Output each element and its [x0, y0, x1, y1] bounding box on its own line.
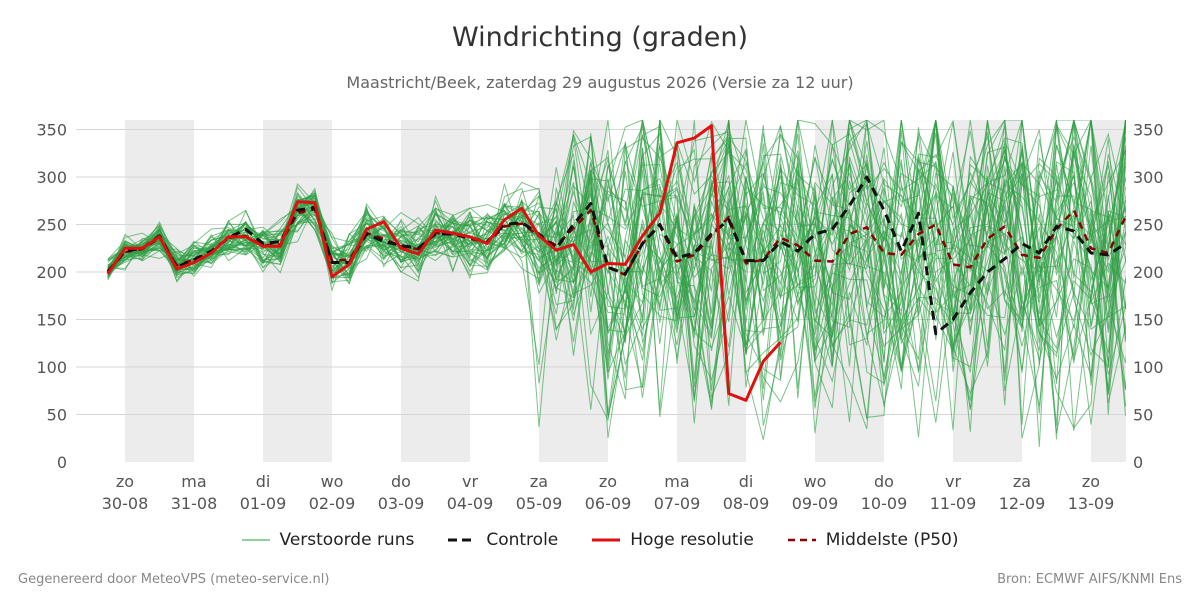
y-tick-label-left: 0 — [57, 453, 67, 472]
x-tick-date: 07-09 — [654, 494, 701, 513]
legend-label-hires: Hoge resolutie — [630, 530, 754, 550]
y-tick-label-right: 150 — [1133, 311, 1164, 330]
x-tick-day: di — [739, 472, 754, 491]
y-tick-label-right: 300 — [1133, 168, 1164, 187]
hires-line — [106, 124, 782, 402]
chart-title: Windrichting (graden) — [451, 22, 749, 53]
legend-swatch-median — [787, 538, 816, 542]
x-tick-date: 10-09 — [861, 494, 908, 513]
median-line — [106, 208, 1126, 277]
y-tick-label-left: 250 — [36, 216, 67, 235]
x-tick-day: do — [874, 472, 894, 491]
shaded-day-band — [125, 120, 194, 462]
footer-generator: Gegenereerd door MeteoVPS (meteo-service… — [18, 572, 330, 587]
legend-label-ensemble: Verstoorde runs — [279, 530, 415, 550]
y-tick-label-left: 100 — [36, 358, 67, 377]
x-tick-day: ma — [181, 472, 206, 491]
x-tick-date: 02-09 — [309, 494, 356, 513]
ensemble-run-line — [107, 120, 1126, 407]
x-tick-date: 31-08 — [171, 494, 218, 513]
legend-item-control[interactable]: Controle — [448, 530, 558, 550]
x-tick-day: zo — [1082, 472, 1100, 491]
legend-swatch-control — [448, 538, 477, 542]
ensemble-run-line — [107, 124, 1126, 407]
y-tick-label-right: 0 — [1133, 453, 1143, 472]
ensemble-run-line — [107, 120, 1126, 379]
y-tick-label-left: 200 — [36, 263, 67, 282]
y-tick-label-right: 250 — [1133, 216, 1164, 235]
ensemble-run-line — [107, 120, 1126, 403]
legend-label-median: Middelste (P50) — [825, 530, 959, 550]
shaded-day-band — [401, 120, 470, 462]
x-tick-date: 12-09 — [999, 494, 1046, 513]
legend: Verstoorde runs Controle Hoge resolutie … — [0, 530, 1200, 550]
ensemble-run-line — [107, 120, 1126, 411]
y-tick-label-right: 100 — [1133, 358, 1164, 377]
x-tick-date: 13-09 — [1068, 494, 1115, 513]
y-tick-label-left: 300 — [36, 168, 67, 187]
ensemble-run-line — [107, 120, 1126, 379]
shaded-day-band — [263, 120, 332, 462]
x-tick-day: di — [256, 472, 271, 491]
x-tick-day: ma — [664, 472, 689, 491]
y-tick-label-left: 350 — [36, 121, 67, 140]
ensemble-run-line — [107, 120, 1126, 384]
y-tick-label-right: 200 — [1133, 263, 1164, 282]
x-tick-day: wo — [804, 472, 827, 491]
ensemble-run-line — [107, 129, 1126, 401]
x-tick-day: za — [1013, 472, 1031, 491]
ensemble-run-line — [107, 120, 1126, 418]
x-tick-date: 05-09 — [516, 494, 563, 513]
legend-item-ensemble[interactable]: Verstoorde runs — [241, 530, 415, 550]
x-tick-date: 11-09 — [930, 494, 977, 513]
ensemble-run-line — [107, 120, 1126, 425]
legend-label-control: Controle — [486, 530, 559, 550]
y-tick-label-right: 350 — [1133, 121, 1164, 140]
ensemble-run-line — [107, 140, 1126, 367]
ensemble-run-line — [107, 120, 1126, 408]
control-line — [106, 175, 1126, 336]
x-tick-date: 04-09 — [447, 494, 494, 513]
ensemble-run-line — [107, 120, 1126, 379]
x-tick-day: wo — [321, 472, 344, 491]
footer-source: Bron: ECMWF AIFS/KNMI Ens — [997, 572, 1182, 587]
x-tick-day: zo — [599, 472, 617, 491]
x-tick-day: vr — [945, 472, 961, 491]
x-tick-date: 30-08 — [102, 494, 149, 513]
y-tick-label-left: 50 — [47, 406, 67, 425]
legend-swatch-ensemble — [241, 539, 270, 541]
x-tick-date: 03-09 — [378, 494, 425, 513]
x-tick-day: zo — [116, 472, 134, 491]
x-tick-day: do — [391, 472, 411, 491]
x-tick-day: vr — [462, 472, 478, 491]
chart-subtitle: Maastricht/Beek, zaterdag 29 augustus 20… — [346, 73, 854, 92]
x-tick-date: 06-09 — [585, 494, 632, 513]
x-tick-date: 01-09 — [240, 494, 287, 513]
x-tick-date: 09-09 — [792, 494, 839, 513]
x-tick-date: 08-09 — [723, 494, 770, 513]
legend-item-median[interactable]: Middelste (P50) — [787, 530, 959, 550]
x-tick-day: za — [530, 472, 548, 491]
legend-swatch-hires — [592, 538, 621, 542]
y-tick-label-right: 50 — [1133, 406, 1153, 425]
y-tick-label-left: 150 — [36, 311, 67, 330]
legend-item-hires[interactable]: Hoge resolutie — [592, 530, 754, 550]
